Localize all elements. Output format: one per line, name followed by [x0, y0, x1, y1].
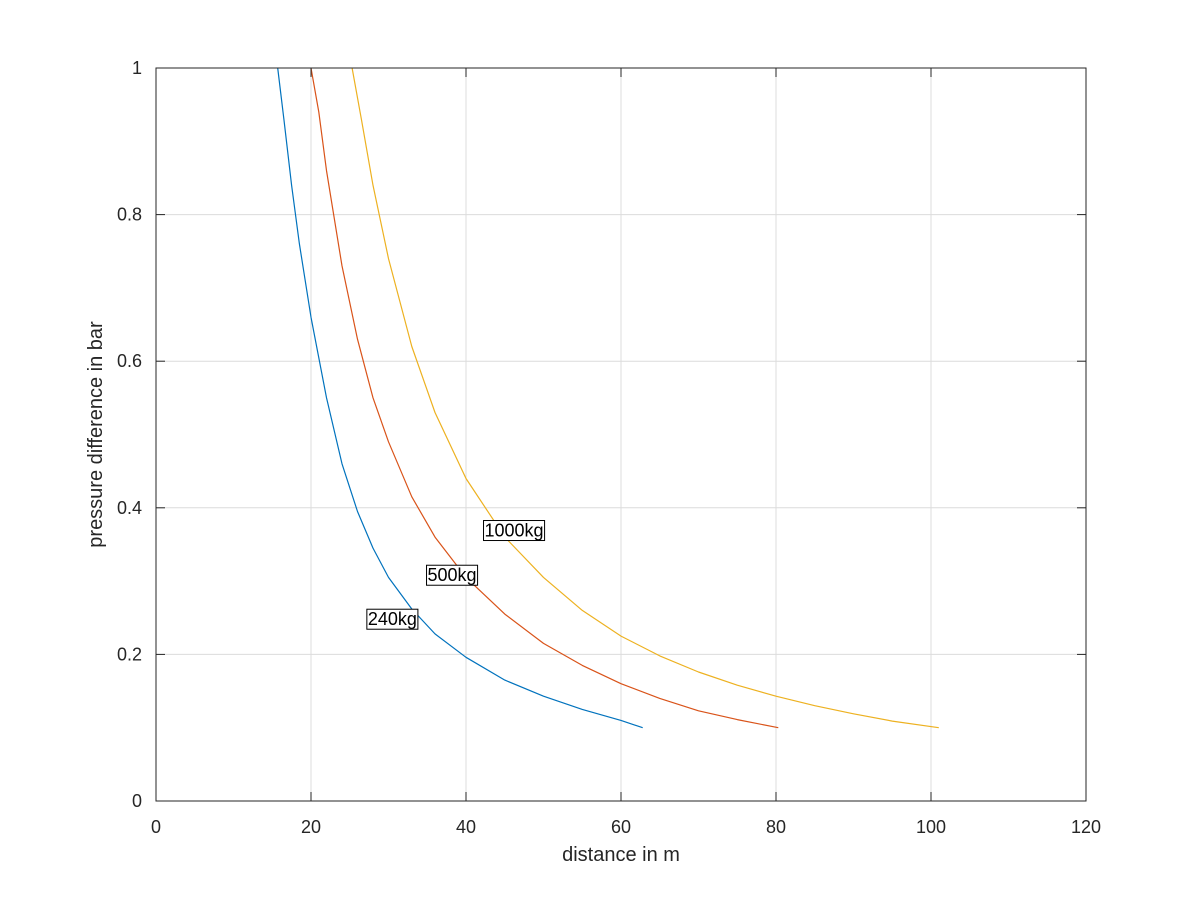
x-tick-label: 100: [916, 817, 946, 837]
y-tick-label: 0.6: [117, 351, 142, 371]
series-layer: [277, 67, 939, 729]
annotation-1000kg: 1000kg: [483, 520, 546, 542]
annotation-500kg: 500kg: [426, 564, 479, 586]
annotation-layer: 240kg 500kg 1000kg: [366, 520, 546, 630]
x-tick-label: 0: [151, 817, 161, 837]
y-tick-label: 1: [132, 58, 142, 78]
tick-label-layer: 0 20 40 60 80 100 120 0 0.2 0.4 0.6 0.8 1: [117, 58, 1101, 837]
tick-layer: [155, 67, 1087, 802]
x-axis-label: distance in m: [562, 844, 680, 866]
x-tick-label: 80: [766, 817, 786, 837]
annotation-box: [483, 520, 546, 542]
x-tick-label: 60: [611, 817, 631, 837]
annotation-240kg: 240kg: [366, 608, 419, 630]
y-tick-label: 0.4: [117, 498, 142, 518]
annotation-label: 1000kg: [485, 521, 544, 541]
annotation-box: [366, 608, 419, 630]
y-axis-label: pressure difference in bar: [85, 321, 107, 548]
y-tick-label: 0: [132, 791, 142, 811]
annotation-box: [426, 564, 479, 586]
y-tick-label: 0.2: [117, 644, 142, 664]
annotation-label: 500kg: [428, 565, 477, 585]
x-tick-label: 20: [301, 817, 321, 837]
y-tick-label: 0.8: [117, 205, 142, 225]
x-tick-label: 120: [1071, 817, 1101, 837]
x-tick-label: 40: [456, 817, 476, 837]
series-line-3: [351, 67, 939, 729]
series-line-2: [310, 67, 779, 729]
series-line-1: [277, 67, 643, 729]
annotation-label: 240kg: [368, 609, 417, 629]
